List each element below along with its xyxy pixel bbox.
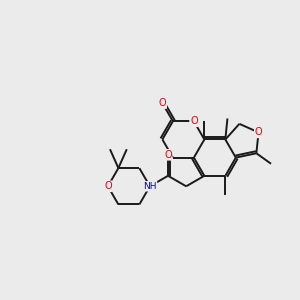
Text: O: O [164, 150, 172, 160]
Text: O: O [104, 181, 112, 191]
Text: NH: NH [143, 182, 157, 191]
Text: O: O [255, 128, 262, 137]
Text: O: O [159, 98, 166, 108]
Text: O: O [190, 116, 198, 126]
